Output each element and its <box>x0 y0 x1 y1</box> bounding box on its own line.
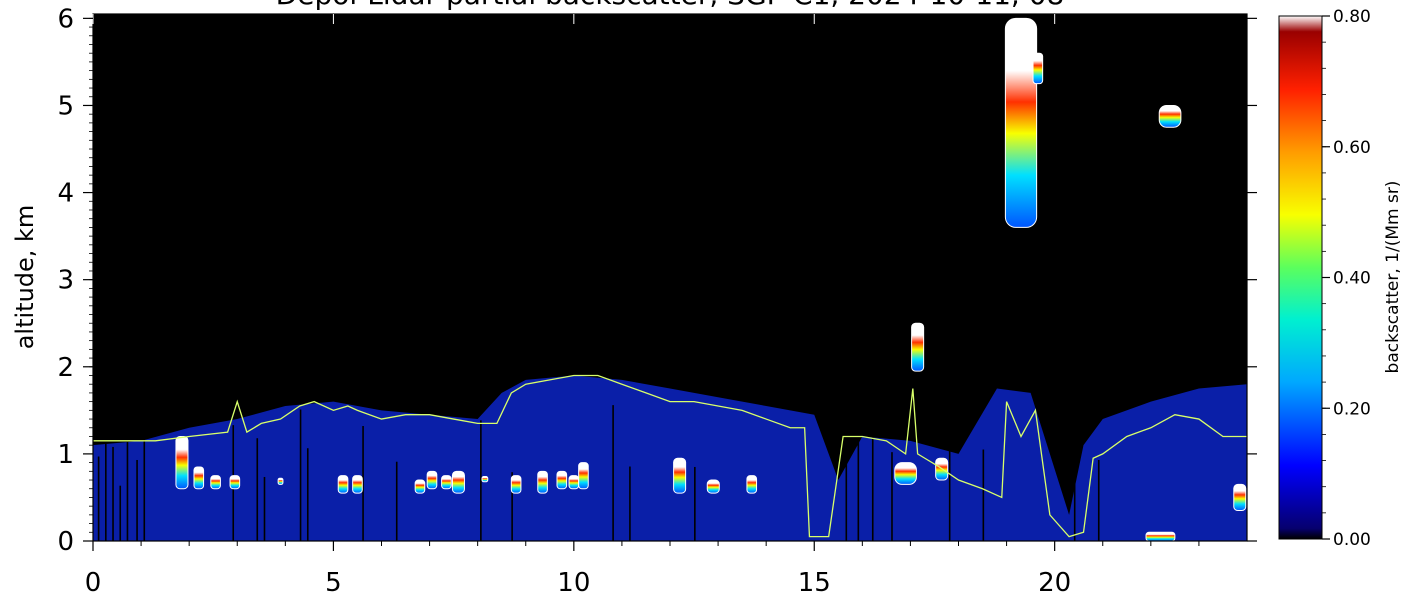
cloud-patch <box>537 470 548 494</box>
cloud-patch <box>481 476 489 483</box>
data-gap <box>629 466 631 541</box>
colorbar-axis: 0.00 0.20 0.40 0.60 0.80 <box>1322 7 1371 550</box>
y-tick-label: 5 <box>57 91 74 121</box>
colorbar <box>1278 15 1323 540</box>
data-gap <box>511 472 513 541</box>
data-gap <box>97 456 100 541</box>
cloud-patch <box>193 466 205 490</box>
y-tick-label: 0 <box>57 527 74 557</box>
colorbar-tick-label: 0.40 <box>1333 269 1371 289</box>
cloud-patch <box>510 475 522 494</box>
cloud-patch <box>1145 531 1176 541</box>
cloud-patch <box>229 475 241 490</box>
cloud-patch <box>441 475 452 490</box>
data-gap <box>143 411 146 541</box>
x-tick-label: 20 <box>1038 568 1071 598</box>
x-tick-label: 0 <box>85 568 102 598</box>
data-gap <box>112 446 114 541</box>
colorbar-title: backscatter, 1/(Mm sr) <box>1383 181 1403 374</box>
x-tick-label: 10 <box>557 568 590 598</box>
cloud-patch <box>568 475 580 490</box>
cloud-patch <box>1233 483 1247 512</box>
data-gap <box>871 406 874 541</box>
aerosol-layer <box>93 375 1247 541</box>
y-tick-label: 4 <box>57 179 74 209</box>
cloud-patch <box>175 435 189 490</box>
cloud-patch <box>578 462 589 490</box>
data-gap <box>480 420 482 541</box>
data-gap <box>256 438 259 541</box>
boundary-layer-height-line <box>93 374 1247 538</box>
cloud-patch <box>911 322 925 372</box>
data-gap <box>126 437 129 541</box>
cloud-patch <box>556 470 568 490</box>
colorbar-tick-label: 0.20 <box>1333 399 1371 419</box>
data-gap <box>306 448 309 541</box>
y-tick-label: 2 <box>57 353 74 383</box>
data-gap <box>982 449 985 541</box>
data-gap <box>395 461 398 541</box>
data-gap <box>1073 446 1076 541</box>
y-tick-label: 6 <box>57 4 74 34</box>
data-gap <box>948 413 951 541</box>
cloud-patch <box>426 470 438 490</box>
data-gap <box>694 466 696 541</box>
cloud-patches <box>175 17 1247 541</box>
cloud-patch <box>894 462 917 485</box>
colorbar-tick-label: 0.60 <box>1333 138 1371 158</box>
x-axis: 0 5 10 15 20 <box>85 14 1200 598</box>
data-gap <box>845 409 848 541</box>
data-gap <box>299 409 302 541</box>
data-gap <box>1097 459 1100 541</box>
cloud-patch <box>414 479 426 494</box>
cloud-patch <box>1004 17 1038 228</box>
data-gap <box>136 459 138 541</box>
colorbar-tick-label: 0.00 <box>1333 530 1371 550</box>
aerosol-backscatter-fill <box>93 375 1247 541</box>
cloud-patch <box>706 479 720 494</box>
cloud-patch <box>337 475 349 494</box>
y-axis-title: altitude, km <box>11 205 39 350</box>
cloud-patch <box>352 475 363 494</box>
y-tick-label: 1 <box>57 440 74 470</box>
cloud-patch <box>1032 52 1044 85</box>
data-gap <box>891 452 893 541</box>
data-gap <box>362 426 364 541</box>
data-gap <box>263 476 266 541</box>
cloud-patch <box>210 475 221 490</box>
data-gap <box>105 408 107 541</box>
y-tick-label: 3 <box>57 266 74 296</box>
data-gap-stripes <box>97 405 1100 541</box>
data-gap <box>119 485 122 541</box>
colorbar-tick-label: 0.80 <box>1333 7 1371 27</box>
cloud-patch <box>673 457 687 494</box>
plot-title: Depol-Lidar partial backscatter, SGP-C1,… <box>276 0 1065 11</box>
x-tick-label: 5 <box>325 568 342 598</box>
cloud-patch <box>451 470 465 494</box>
y-axis: 0 1 2 3 4 5 6 <box>57 4 1257 557</box>
cloud-patch <box>746 475 758 494</box>
data-gap <box>612 405 614 541</box>
cloud-patch <box>1158 104 1182 128</box>
x-tick-label: 15 <box>798 568 831 598</box>
cloud-patch <box>277 477 284 485</box>
data-gap <box>857 416 860 541</box>
